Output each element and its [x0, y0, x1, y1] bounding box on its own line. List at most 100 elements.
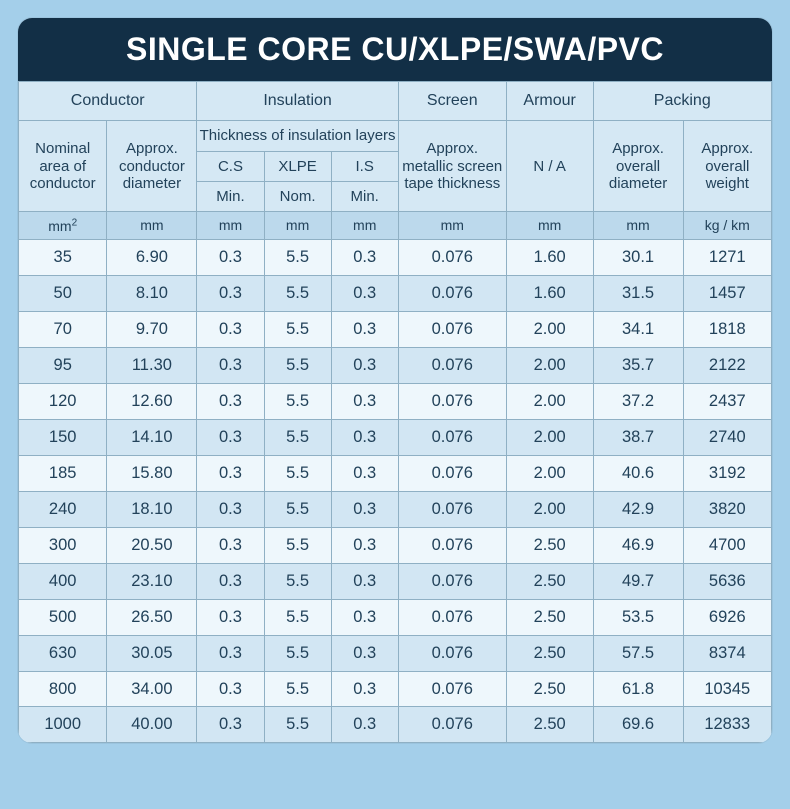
unit-nominal-area: mm2	[19, 212, 107, 240]
hdr-armour-na: N / A	[506, 121, 593, 212]
table-row: 15014.100.35.50.30.0762.0038.72740	[19, 419, 772, 455]
table-cell: 0.076	[398, 311, 506, 347]
table-cell: 2437	[683, 383, 771, 419]
table-cell: 2.50	[506, 635, 593, 671]
table-cell: 12.60	[107, 383, 197, 419]
table-cell: 42.9	[593, 491, 683, 527]
table-cell: 2.00	[506, 383, 593, 419]
table-cell: 5.5	[264, 671, 331, 707]
hdr-xlpe-nom: Nom.	[264, 181, 331, 211]
table-cell: 0.076	[398, 275, 506, 311]
table-cell: 0.3	[197, 635, 264, 671]
table-body: 356.900.35.50.30.0761.6030.11271508.100.…	[19, 239, 772, 743]
table-row: 100040.000.35.50.30.0762.5069.612833	[19, 707, 772, 743]
table-cell: 0.3	[331, 455, 398, 491]
table-cell: 2.00	[506, 419, 593, 455]
table-cell: 4700	[683, 527, 771, 563]
table-cell: 0.076	[398, 491, 506, 527]
table-cell: 5.5	[264, 347, 331, 383]
table-cell: 1457	[683, 275, 771, 311]
table-cell: 0.076	[398, 635, 506, 671]
table-cell: 5.5	[264, 383, 331, 419]
table-cell: 2.00	[506, 455, 593, 491]
table-cell: 0.3	[197, 383, 264, 419]
table-cell: 40.00	[107, 707, 197, 743]
table-cell: 0.3	[197, 455, 264, 491]
table-cell: 5.5	[264, 311, 331, 347]
table-cell: 0.3	[331, 275, 398, 311]
table-cell: 0.3	[331, 671, 398, 707]
table-cell: 38.7	[593, 419, 683, 455]
table-cell: 5.5	[264, 419, 331, 455]
table-cell: 0.3	[197, 311, 264, 347]
table-cell: 150	[19, 419, 107, 455]
table-cell: 240	[19, 491, 107, 527]
table-cell: 0.3	[331, 635, 398, 671]
table-cell: 0.3	[331, 419, 398, 455]
table-cell: 8374	[683, 635, 771, 671]
hdr-is-min: Min.	[331, 181, 398, 211]
table-cell: 0.076	[398, 383, 506, 419]
table-cell: 0.3	[197, 671, 264, 707]
table-cell: 1.60	[506, 239, 593, 275]
table-cell: 5.5	[264, 239, 331, 275]
table-cell: 11.30	[107, 347, 197, 383]
table-cell: 49.7	[593, 563, 683, 599]
table-cell: 0.3	[197, 419, 264, 455]
table-cell: 2.50	[506, 563, 593, 599]
hdr-group-packing: Packing	[593, 82, 771, 121]
hdr-overall-diam: Approx. overall diameter	[593, 121, 683, 212]
table-cell: 0.076	[398, 347, 506, 383]
table-cell: 0.3	[331, 563, 398, 599]
table-cell: 300	[19, 527, 107, 563]
hdr-group-insulation: Insulation	[197, 82, 398, 121]
table-cell: 26.50	[107, 599, 197, 635]
hdr-cs: C.S	[197, 151, 264, 181]
table-cell: 23.10	[107, 563, 197, 599]
table-cell: 0.3	[197, 527, 264, 563]
table-cell: 800	[19, 671, 107, 707]
table-cell: 5636	[683, 563, 771, 599]
table-row: 40023.100.35.50.30.0762.5049.75636	[19, 563, 772, 599]
table-cell: 14.10	[107, 419, 197, 455]
hdr-group-armour: Armour	[506, 82, 593, 121]
table-cell: 35.7	[593, 347, 683, 383]
unit-cond-diam: mm	[107, 212, 197, 240]
table-cell: 0.076	[398, 455, 506, 491]
table-row: 12012.600.35.50.30.0762.0037.22437	[19, 383, 772, 419]
table-cell: 0.3	[331, 311, 398, 347]
table-cell: 2.50	[506, 707, 593, 743]
table-cell: 15.80	[107, 455, 197, 491]
table-cell: 5.5	[264, 707, 331, 743]
table-cell: 2.50	[506, 671, 593, 707]
table-cell: 9.70	[107, 311, 197, 347]
table-cell: 0.3	[331, 491, 398, 527]
table-cell: 5.5	[264, 527, 331, 563]
table-cell: 0.076	[398, 239, 506, 275]
table-row: 9511.300.35.50.30.0762.0035.72122	[19, 347, 772, 383]
table-row: 356.900.35.50.30.0761.6030.11271	[19, 239, 772, 275]
table-cell: 2.00	[506, 491, 593, 527]
table-cell: 18.10	[107, 491, 197, 527]
unit-is: mm	[331, 212, 398, 240]
table-row: 80034.000.35.50.30.0762.5061.810345	[19, 671, 772, 707]
unit-overall-diam: mm	[593, 212, 683, 240]
table-cell: 61.8	[593, 671, 683, 707]
hdr-is: I.S	[331, 151, 398, 181]
table-cell: 3820	[683, 491, 771, 527]
table-cell: 5.5	[264, 275, 331, 311]
table-cell: 0.3	[197, 239, 264, 275]
table-row: 30020.500.35.50.30.0762.5046.94700	[19, 527, 772, 563]
table-cell: 37.2	[593, 383, 683, 419]
table-row: 508.100.35.50.30.0761.6031.51457	[19, 275, 772, 311]
table-row: 24018.100.35.50.30.0762.0042.93820	[19, 491, 772, 527]
table-cell: 12833	[683, 707, 771, 743]
table-cell: 0.076	[398, 527, 506, 563]
hdr-group-conductor: Conductor	[19, 82, 197, 121]
table-cell: 2.50	[506, 527, 593, 563]
table-cell: 95	[19, 347, 107, 383]
table-cell: 2740	[683, 419, 771, 455]
table-cell: 0.076	[398, 599, 506, 635]
table-cell: 40.6	[593, 455, 683, 491]
table-cell: 6926	[683, 599, 771, 635]
